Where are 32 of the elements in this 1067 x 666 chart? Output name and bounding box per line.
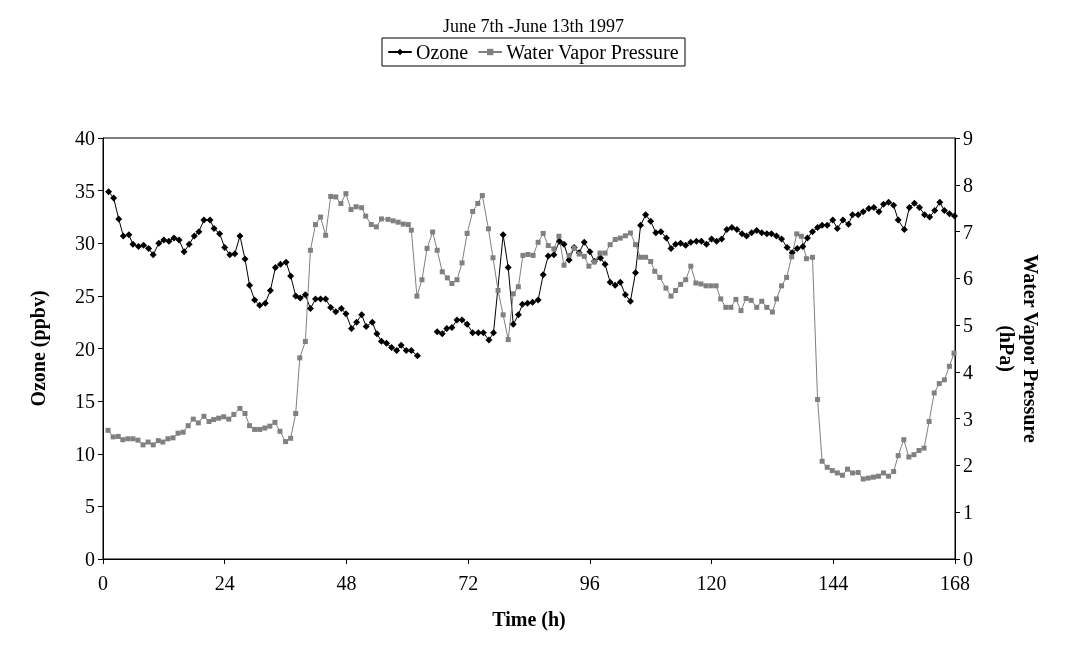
x-tick-label: 72	[458, 572, 479, 594]
y2-axis-title: Water Vapor Pressure (hPa)	[995, 254, 1042, 443]
y-tick-label: 30	[75, 232, 95, 255]
y2-tick-label: 5	[963, 314, 973, 337]
y-tick-label: 10	[75, 442, 95, 465]
x-tick-label: 48	[336, 572, 357, 594]
legend-label: Water Vapor Pressure	[506, 41, 679, 64]
y-tick-label: 20	[75, 337, 95, 360]
y-tick-label: 40	[75, 127, 95, 149]
x-tick-label: 24	[214, 572, 235, 594]
x-tick-label: 120	[696, 572, 727, 594]
y2-tick-label: 2	[963, 454, 973, 477]
y2-tick-label: 1	[963, 501, 973, 524]
y2-tick-label: 3	[963, 407, 973, 430]
y2-tick-label: 6	[963, 267, 973, 290]
x-tick-label: 168	[940, 572, 970, 594]
y2-tick-label: 0	[963, 548, 973, 570]
y-tick-label: 0	[85, 548, 95, 570]
y-tick-label: 15	[75, 390, 95, 413]
y-axis-title: Ozone (ppbv)	[27, 290, 50, 407]
y-tick-label: 25	[75, 284, 95, 307]
chart-title: June 7th -June 13th 1997	[443, 16, 624, 36]
y2-tick-label: 9	[963, 127, 973, 149]
x-tick-label: 144	[818, 572, 849, 594]
x-tick-label: 96	[579, 572, 600, 594]
y2-tick-label: 4	[963, 360, 973, 383]
y-tick-label: 5	[85, 495, 95, 518]
x-axis-title: Time (h)	[492, 608, 566, 631]
y2-tick-label: 7	[963, 220, 973, 243]
y2-tick-label: 8	[963, 173, 973, 196]
legend-label: Ozone	[416, 41, 469, 63]
y-tick-label: 35	[75, 179, 95, 202]
